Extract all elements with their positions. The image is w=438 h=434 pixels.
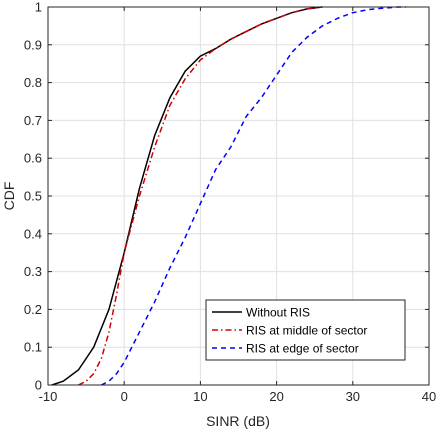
x-axis-ticks: -10 0 10 20 30 40 [39, 7, 436, 404]
legend: Without RIS RIS at middle of sector RIS at… [205, 299, 406, 361]
x-tick-label: -10 [39, 389, 58, 404]
series-line-2 [78, 6, 323, 386]
y-tick-label: 0.7 [24, 113, 42, 128]
x-tick-label: 40 [422, 389, 436, 404]
series-lines [51, 6, 407, 386]
y-axis-label: CDF [1, 182, 17, 211]
y-tick-label: 0.4 [24, 226, 42, 241]
x-axis-label: SINR (dB) [206, 413, 270, 429]
x-tick-label: 30 [346, 389, 360, 404]
legend-label-3: RIS at edge of sector [246, 342, 359, 356]
x-tick-label: 10 [193, 389, 207, 404]
y-tick-label: 0.6 [24, 151, 42, 166]
y-tick-label: 0.5 [24, 189, 42, 204]
y-tick-label: 0.8 [24, 75, 42, 90]
y-tick-label: 0 [35, 378, 42, 393]
legend-label-2: RIS at middle of sector [246, 324, 367, 338]
y-tick-label: 0.2 [24, 302, 42, 317]
y-tick-label: 1 [35, 0, 42, 15]
y-tick-label: 0.3 [24, 264, 42, 279]
x-tick-label: 20 [269, 389, 283, 404]
x-tick-label: 0 [121, 389, 128, 404]
y-tick-label: 0.1 [24, 340, 42, 355]
legend-label-1: Without RIS [246, 306, 310, 320]
grid-lines [47, 6, 430, 386]
y-axis-ticks: 0 0.1 0.2 0.3 0.4 0.5 0.6 0.7 0.8 0.9 1 [24, 0, 429, 393]
series-line-3 [101, 6, 407, 386]
y-tick-label: 0.9 [24, 37, 42, 52]
